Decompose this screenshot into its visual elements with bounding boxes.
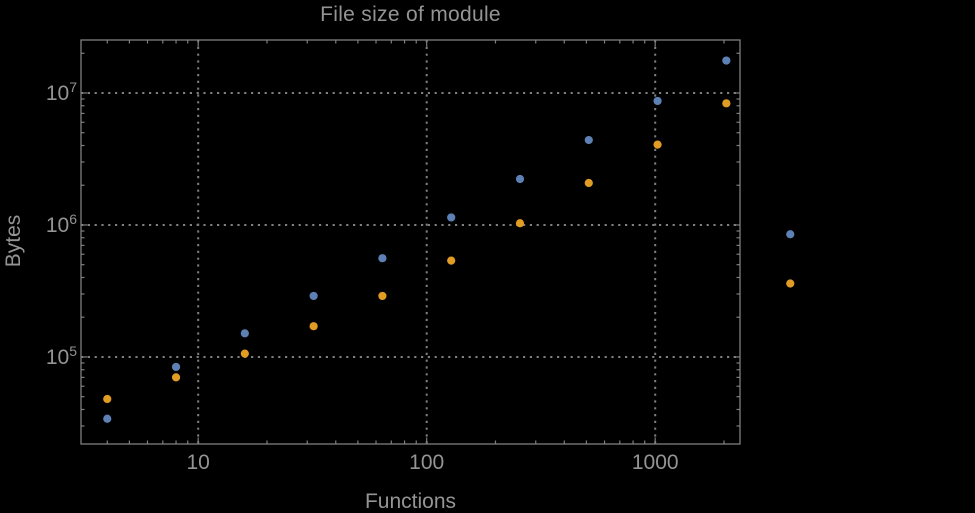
series-1-blue-point bbox=[309, 291, 318, 301]
y-tick-label: 106 bbox=[45, 210, 77, 237]
series-1-blue-point bbox=[653, 96, 662, 106]
x-tick-label: 1000 bbox=[631, 451, 679, 474]
y-axis-label: Bytes bbox=[2, 214, 25, 268]
series-1-blue-point bbox=[722, 56, 731, 65]
series-2-orange-points bbox=[103, 99, 795, 404]
series-2-orange-point bbox=[786, 279, 795, 288]
series-1-blue-point bbox=[171, 362, 181, 372]
series-1-blue-point bbox=[515, 174, 525, 184]
chart-title: File size of module bbox=[320, 3, 501, 26]
series-2-orange-point bbox=[515, 219, 525, 228]
y-tick-label: 107 bbox=[45, 78, 77, 105]
y-tick-label: 105 bbox=[45, 342, 77, 369]
x-tick-label: 10 bbox=[186, 451, 210, 474]
series-2-orange-point bbox=[447, 256, 456, 265]
series-2-orange-point bbox=[584, 178, 593, 188]
series-1-blue-point bbox=[378, 254, 387, 263]
series-2-orange-point bbox=[103, 394, 112, 404]
plot-frame bbox=[80, 39, 741, 445]
series-2-orange-point bbox=[240, 349, 249, 358]
series-1-blue-point bbox=[584, 135, 593, 145]
series-2-orange-point bbox=[378, 291, 387, 301]
series-2-orange-point bbox=[722, 99, 731, 108]
series-2-orange-point bbox=[309, 322, 318, 331]
series-1-blue-point bbox=[786, 230, 795, 239]
series-2-orange-point bbox=[171, 373, 181, 382]
x-axis-label: Functions bbox=[364, 490, 457, 513]
series-1-blue-point bbox=[103, 414, 112, 423]
series-2-orange-point bbox=[653, 140, 662, 149]
series-1-blue-point bbox=[240, 329, 249, 338]
x-tick-label: 100 bbox=[409, 451, 445, 474]
series-1-blue-points bbox=[103, 56, 795, 423]
series-1-blue-point bbox=[447, 213, 456, 222]
